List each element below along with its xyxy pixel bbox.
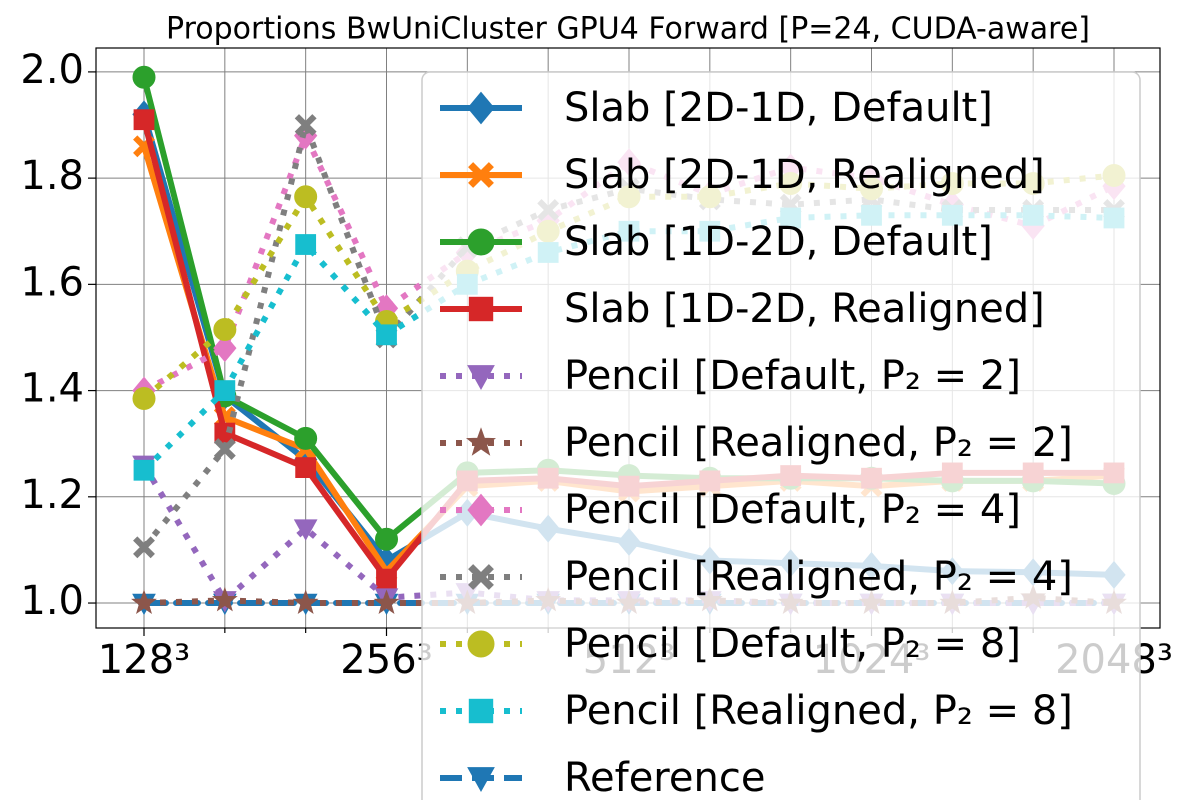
legend-label: Slab [2D-1D, Default] <box>564 85 993 131</box>
legend-label: Pencil [Realigned, P₂ = 4] <box>564 554 1073 600</box>
y-tick-label: 1.2 <box>20 472 84 518</box>
marker <box>468 564 494 590</box>
marker <box>468 698 494 724</box>
legend-label: Pencil [Realigned, P₂ = 8] <box>564 688 1073 734</box>
marker <box>293 519 318 541</box>
y-tick-label: 1.8 <box>20 153 84 199</box>
marker <box>376 324 397 346</box>
marker <box>213 438 236 460</box>
legend-label: Pencil [Default, P₂ = 2] <box>564 353 1021 399</box>
marker <box>375 527 398 551</box>
marker <box>214 380 236 401</box>
marker <box>294 114 317 136</box>
legend-label: Slab [1D-2D, Default] <box>564 219 993 265</box>
marker <box>468 296 494 322</box>
marker <box>467 630 495 658</box>
legend-label: Reference <box>564 755 765 800</box>
marker <box>211 586 238 612</box>
marker <box>465 427 497 456</box>
y-tick-label: 1.4 <box>20 366 84 412</box>
marker <box>133 459 155 481</box>
legend-box <box>421 71 1141 800</box>
chart-title: Proportions BwUniCluster GPU4 Forward [P… <box>166 12 1090 47</box>
marker <box>132 65 156 89</box>
y-tick-label: 1.0 <box>20 578 84 624</box>
marker <box>294 426 318 450</box>
marker <box>131 589 157 615</box>
marker <box>132 387 156 411</box>
legend-label: Pencil [Default, P₂ = 8] <box>564 621 1021 667</box>
marker <box>213 334 237 363</box>
legend: Slab [2D-1D, Default] Slab [2D-1D, Realig… <box>421 71 1141 800</box>
marker <box>133 536 155 559</box>
marker <box>467 493 495 527</box>
x-tick-label: 256³ <box>340 637 432 683</box>
y-tick-label: 2.0 <box>20 47 84 93</box>
marker <box>373 589 400 615</box>
marker <box>294 185 318 209</box>
y-tick-label: 1.6 <box>20 259 84 305</box>
marker <box>133 109 155 131</box>
marker <box>292 589 319 615</box>
legend-label: Slab [2D-1D, Realigned] <box>564 152 1045 198</box>
legend-label: Slab [1D-2D, Realigned] <box>564 286 1045 332</box>
marker <box>295 457 317 478</box>
marker <box>213 318 237 342</box>
legend-label: Pencil [Default, P₂ = 4] <box>564 487 1021 533</box>
legend-label: Pencil [Realigned, P₂ = 2] <box>564 420 1073 466</box>
marker <box>467 767 495 793</box>
marker <box>467 228 495 256</box>
x-tick-label: 128³ <box>98 637 190 683</box>
marker <box>295 234 317 255</box>
marker <box>467 91 495 125</box>
marker <box>467 365 495 391</box>
marker <box>376 568 397 590</box>
marker <box>468 162 494 188</box>
